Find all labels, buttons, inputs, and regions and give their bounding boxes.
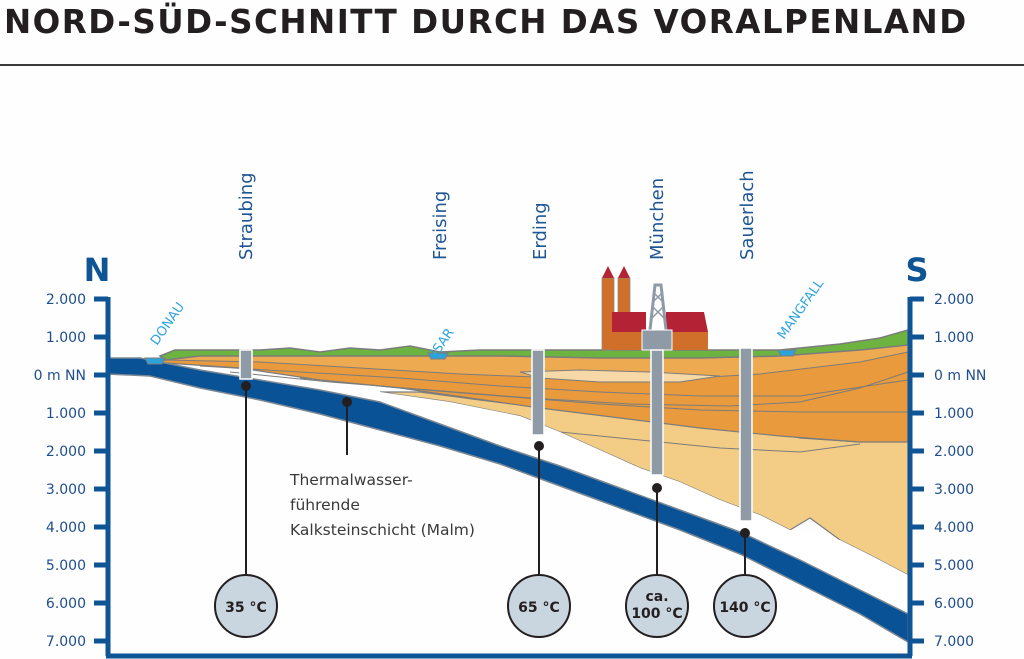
well-erding <box>531 349 545 436</box>
right-axis-labels: 2.000 1.000 0 m NN 1.000 2.000 3.000 4.0… <box>934 292 986 650</box>
temperature-pointers <box>245 386 746 574</box>
north-label: N <box>84 251 111 289</box>
left-axis-labels: 2.000 1.000 0 m NN 1.000 2.000 3.000 4.0… <box>34 292 86 650</box>
wells <box>239 347 753 522</box>
river-isar-water <box>427 352 449 360</box>
right-depth-axis <box>907 296 924 656</box>
city-label-freising: Freising <box>430 191 451 260</box>
depth-label: 1.000 <box>934 406 974 422</box>
annotation-line-3: Kalksteinschicht (Malm) <box>290 521 475 539</box>
depth-label: 2.000 <box>46 292 86 308</box>
left-depth-axis <box>94 296 111 656</box>
pointer-dots <box>241 381 750 538</box>
depth-label: 5.000 <box>46 558 86 574</box>
page-title: NORD-SÜD-SCHNITT DURCH DAS VORALPENLAND <box>4 2 968 41</box>
depth-label: 2.000 <box>934 444 974 460</box>
depth-label: 4.000 <box>46 520 86 536</box>
depth-label: 7.000 <box>46 634 86 650</box>
river-label-mangfall: MANGFALL <box>775 276 828 342</box>
city-label-muenchen: München <box>647 178 668 260</box>
city-label-erding: Erding <box>530 202 551 260</box>
city-label-straubing: Straubing <box>236 172 257 260</box>
depth-label: 1.000 <box>934 330 974 346</box>
temp-label: 140 °C <box>719 600 770 616</box>
depth-label: 3.000 <box>934 482 974 498</box>
temperature-badge-100: ca. 100 °C <box>625 574 689 638</box>
layer-lens <box>519 369 721 383</box>
depth-label: 2.000 <box>46 444 86 460</box>
layer-boundaries <box>199 365 909 453</box>
well-straubing <box>239 349 253 380</box>
temperature-badge-140: 140 °C <box>713 574 777 638</box>
depth-label: 0 m NN <box>34 368 86 384</box>
depth-label: 7.000 <box>934 634 974 650</box>
well-sauerlach <box>739 347 753 522</box>
temperature-badge-35: 35 °C <box>214 574 278 638</box>
church-icon <box>601 266 708 351</box>
depth-label: 1.000 <box>46 330 86 346</box>
city-label-sauerlach: Sauerlach <box>737 170 758 260</box>
temp-label: 35 °C <box>225 600 267 616</box>
temp-label: 65 °C <box>518 600 560 616</box>
depth-label: 4.000 <box>934 520 974 536</box>
well-muenchen <box>650 349 664 476</box>
south-label: S <box>905 251 928 289</box>
annotation-line-2: führende <box>290 496 360 514</box>
title-divider <box>0 64 1024 66</box>
temp-label: 100 °C <box>631 606 682 622</box>
river-label-donau: DONAU <box>148 300 188 348</box>
temp-label-prefix: ca. <box>645 589 668 605</box>
depth-label: 5.000 <box>934 558 974 574</box>
river-mangfall-water <box>777 349 797 357</box>
temperature-badge-65: 65 °C <box>507 574 571 638</box>
depth-label: 1.000 <box>46 406 86 422</box>
depth-label: 6.000 <box>934 596 974 612</box>
geology-layers <box>107 329 909 644</box>
depth-label: 2.000 <box>934 292 974 308</box>
depth-label: 6.000 <box>46 596 86 612</box>
gap-white <box>380 392 908 614</box>
malm-annotation: Thermalwasser- führende Kalksteinschicht… <box>289 471 475 539</box>
depth-label: 3.000 <box>46 482 86 498</box>
depth-label: 0 m NN <box>934 368 986 384</box>
annotation-line-1: Thermalwasser- <box>289 471 413 489</box>
river-donau-water <box>144 357 166 365</box>
